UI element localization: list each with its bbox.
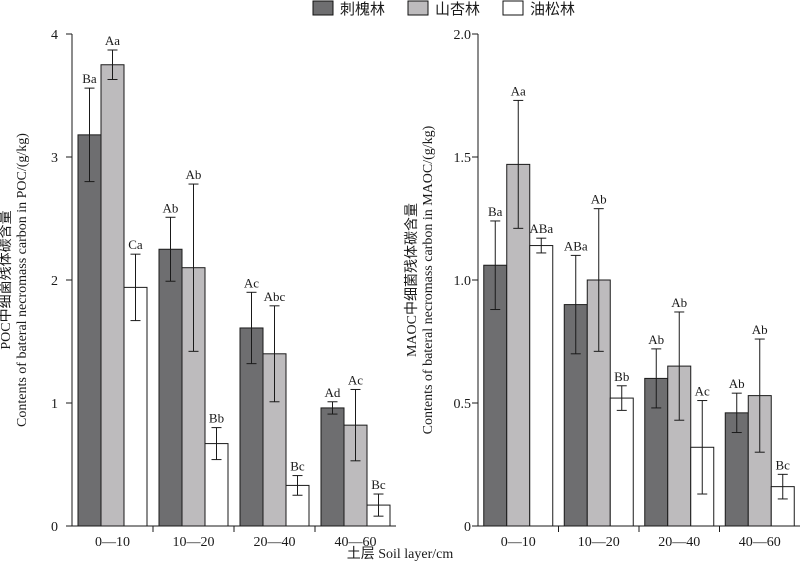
x-tick-label: 20—40 xyxy=(658,535,700,550)
bar xyxy=(77,134,102,527)
significance-label: Bc xyxy=(371,477,386,492)
significance-label: Ba xyxy=(488,204,503,219)
x-tick-label: 40—60 xyxy=(739,535,781,550)
significance-label: Aa xyxy=(511,83,526,98)
significance-label: Ca xyxy=(128,237,143,252)
legend-swatch-1 xyxy=(312,0,334,16)
x-tick-label: 10—20 xyxy=(173,535,215,550)
significance-label: ABa xyxy=(529,221,553,236)
y-tick-label: 0 xyxy=(51,520,58,535)
significance-label: Ad xyxy=(325,385,341,400)
significance-label: Ab xyxy=(648,332,664,347)
legend-label-3: 油松林 xyxy=(530,0,575,18)
bar xyxy=(123,286,148,527)
significance-label: Bb xyxy=(614,369,629,384)
legend: 刺槐林 山杏林 油松林 xyxy=(312,0,575,18)
x-tick-label: 40—60 xyxy=(335,535,377,550)
significance-label: Ac xyxy=(695,384,710,399)
legend-label-1: 刺槐林 xyxy=(340,0,385,18)
y-axis-title-en: Contents of bateral necromass carbon in … xyxy=(421,125,436,434)
bar xyxy=(529,245,554,527)
significance-label: Ab xyxy=(729,376,745,391)
significance-label: Ab xyxy=(186,167,202,182)
maoc-chart-panel: 0 0.5 1.0 1.5 2.0 MAOC中细菌残体碳含量 Contents of bat… xyxy=(404,28,800,550)
bar xyxy=(158,248,183,527)
significance-label: Bc xyxy=(776,457,791,472)
y-tick-label: 1.5 xyxy=(454,151,472,166)
y-axis-title-en: Contents of bateral necromass carbon in … xyxy=(15,133,30,427)
significance-label: Ac xyxy=(348,372,363,387)
x-tick-label: 10—20 xyxy=(578,535,620,550)
y-axis-title-cn: POC中细菌残体碳含量 xyxy=(0,210,14,349)
x-tick-label: 0—10 xyxy=(95,535,130,550)
significance-label: Bc xyxy=(290,459,305,474)
significance-label: Ab xyxy=(671,295,687,310)
legend-label-2: 山杏林 xyxy=(435,0,480,18)
y-tick-label: 0 xyxy=(464,520,471,535)
bar xyxy=(320,407,345,527)
y-tick-label: 2.0 xyxy=(454,28,472,43)
significance-label: Ab xyxy=(163,200,179,215)
significance-label: Ac xyxy=(244,275,259,290)
significance-label: Abc xyxy=(264,289,286,304)
y-tick-label: 2 xyxy=(51,274,58,289)
y-tick-label: 1 xyxy=(51,397,58,412)
y-tick-label: 4 xyxy=(51,28,58,43)
x-axis-title: 土层 Soil layer/cm xyxy=(347,546,454,562)
bar xyxy=(100,64,125,527)
significance-label: Ab xyxy=(591,192,607,207)
y-tick-label: 0.5 xyxy=(454,397,472,412)
x-tick-label: 0—10 xyxy=(501,535,536,550)
y-tick-label: 3 xyxy=(51,151,58,166)
legend-swatch-2 xyxy=(407,0,429,16)
significance-label: Ab xyxy=(752,322,768,337)
y-axis-title-cn: MAOC中细菌残体碳含量 xyxy=(404,203,420,357)
x-tick-label: 20—40 xyxy=(254,535,296,550)
bar xyxy=(609,397,634,527)
y-tick-label: 1.0 xyxy=(454,274,472,289)
poc-chart-panel: 0 1 2 3 4 POC中细菌残体碳含量 Contents of bateral necr… xyxy=(0,28,396,550)
significance-label: Aa xyxy=(105,33,120,48)
legend-swatch-3 xyxy=(502,0,524,16)
significance-label: ABa xyxy=(564,238,588,253)
significance-label: Ba xyxy=(82,71,97,86)
significance-label: Bb xyxy=(209,411,224,426)
